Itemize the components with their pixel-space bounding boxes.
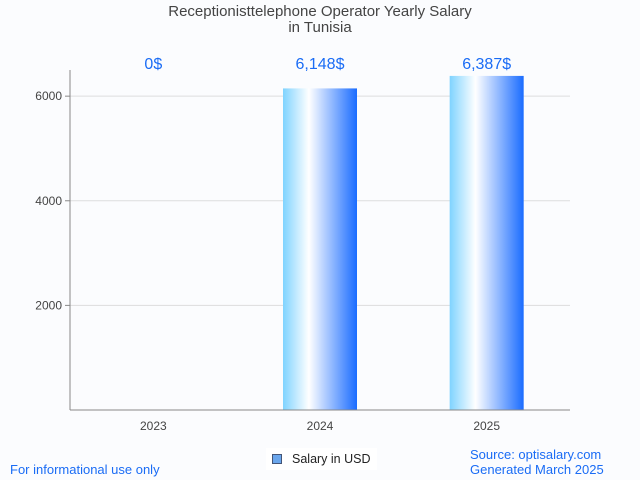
y-tick-label: 2000 [35, 298, 62, 312]
data-label: 6,387$ [462, 56, 511, 73]
data-label: 0$ [144, 56, 162, 73]
legend-swatch [272, 454, 282, 464]
chart-title: Receptionisttelephone Operator Yearly Sa… [0, 4, 640, 36]
title-line: Receptionisttelephone Operator Yearly Sa… [168, 3, 472, 20]
data-label: 6,148$ [296, 56, 345, 73]
generated-date: Generated March 2025 [470, 462, 604, 477]
subtitle-line: in Tunisia [288, 19, 352, 36]
x-tick-label: 2025 [473, 419, 500, 433]
bar-2025 [449, 75, 524, 410]
disclaimer: For informational use only [10, 462, 160, 477]
source-link[interactable]: Source: optisalary.com [470, 447, 602, 462]
y-tick-label: 4000 [35, 194, 62, 208]
x-tick-label: 2023 [140, 419, 167, 433]
y-tick-label: 6000 [35, 89, 62, 103]
legend[interactable]: Salary in USD [266, 448, 377, 470]
bar-2024 [283, 88, 357, 411]
legend-label: Salary in USD [292, 452, 371, 466]
x-tick-label: 2024 [307, 419, 334, 433]
